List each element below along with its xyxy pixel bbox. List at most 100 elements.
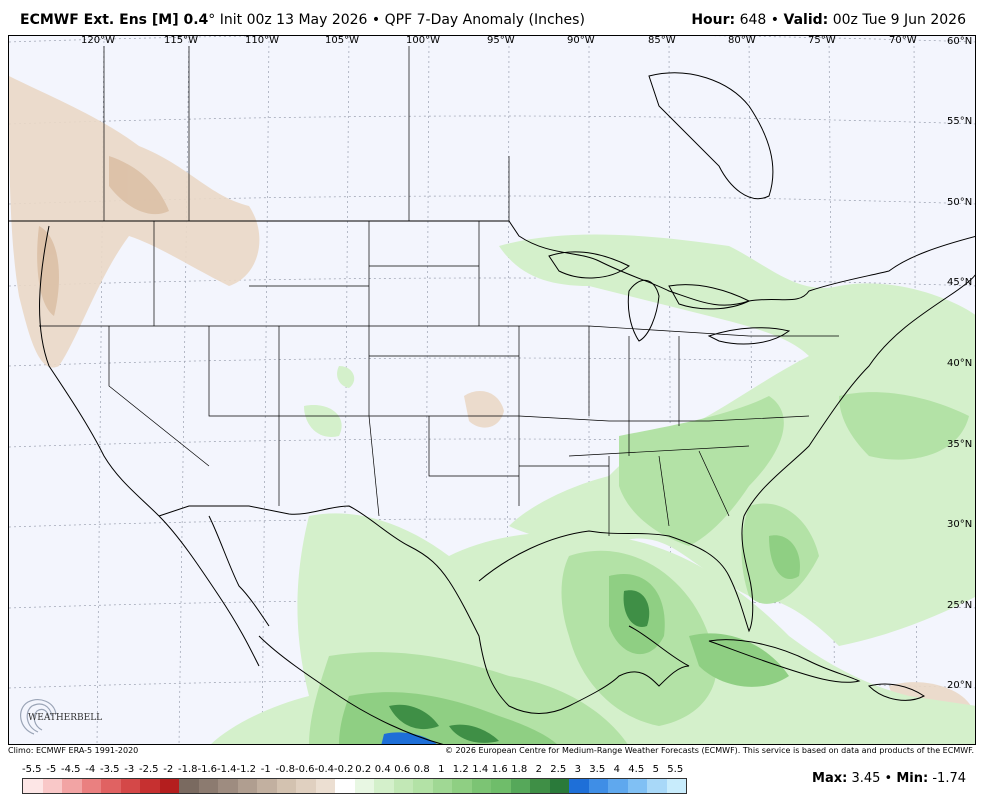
legend-label: 5 xyxy=(652,764,659,775)
legend-label: -1.2 xyxy=(236,764,257,775)
color-legend xyxy=(22,778,687,794)
legend-label: -0.8 xyxy=(275,764,296,775)
legend-label: -4 xyxy=(85,764,96,775)
legend-label: 1.2 xyxy=(452,764,469,775)
legend-swatch xyxy=(257,779,277,793)
lon-label: 70°W xyxy=(889,35,917,46)
min-label: Min: xyxy=(896,771,929,786)
legend-swatch xyxy=(452,779,472,793)
valid-label: Valid: xyxy=(783,12,829,28)
legend-swatch xyxy=(237,779,257,793)
lat-label: 50°N xyxy=(947,197,973,208)
legend-swatch xyxy=(432,779,452,793)
legend-swatch xyxy=(549,779,569,793)
lat-label: 45°N xyxy=(947,277,973,288)
legend-label: 5.5 xyxy=(667,764,684,775)
lon-label: 105°W xyxy=(325,35,359,46)
legend-swatch xyxy=(510,779,530,793)
map-panel: 120°W 115°W 110°W 105°W 100°W 95°W 90°W 85°W 80°… xyxy=(8,35,976,745)
legend-swatch xyxy=(413,779,433,793)
legend-swatch xyxy=(218,779,238,793)
valid-info: Hour: 648 • Valid: 00z Tue 9 Jun 2026 xyxy=(691,12,966,28)
legend-swatch xyxy=(374,779,394,793)
legend-swatch xyxy=(335,779,355,793)
legend-swatch xyxy=(101,779,121,793)
model-name: ECMWF Ext. Ens [M] 0.4 xyxy=(20,12,209,28)
dry-anomaly-cores xyxy=(37,156,169,316)
legend-label: -4.5 xyxy=(60,764,81,775)
legend-swatch xyxy=(120,779,140,793)
lon-label: 90°W xyxy=(567,35,595,46)
legend-label: -1.6 xyxy=(197,764,218,775)
legend-swatch xyxy=(608,779,628,793)
max-min-stats: Max: 3.45 • Min: -1.74 xyxy=(812,771,966,786)
legend-swatch xyxy=(569,779,589,793)
legend-swatch xyxy=(81,779,101,793)
legend-label: 1.8 xyxy=(511,764,528,775)
lon-label: 110°W xyxy=(245,35,279,46)
climo-note: Climo: ECMWF ERA-5 1991-2020 xyxy=(8,746,139,755)
logo-text: WEATHERBELL xyxy=(28,713,103,723)
lon-label: 95°W xyxy=(487,35,515,46)
state-borders xyxy=(39,46,839,536)
legend-label: -5.5 xyxy=(21,764,42,775)
legend-label: -2.5 xyxy=(138,764,159,775)
lat-label: 30°N xyxy=(947,519,973,530)
legend-swatch xyxy=(198,779,218,793)
legend-label: 1.6 xyxy=(491,764,508,775)
weatherbell-logo xyxy=(20,699,57,735)
lat-label: 55°N xyxy=(947,116,973,127)
legend-label: -3 xyxy=(124,764,135,775)
legend-labels: -5.5 -5 -4.5 -4 -3.5 -3 -2.5 -2 -1.8 -1.6 -1.4 -1.2… xyxy=(22,764,702,778)
legend-swatch xyxy=(179,779,199,793)
legend-label: -0.4 xyxy=(314,764,335,775)
legend-swatch xyxy=(354,779,374,793)
legend-label: 0.8 xyxy=(413,764,430,775)
legend-swatch xyxy=(588,779,608,793)
legend-label: 0.6 xyxy=(394,764,411,775)
legend-label: 3.5 xyxy=(589,764,606,775)
legend-label: -0.6 xyxy=(294,764,315,775)
lat-label: 25°N xyxy=(947,600,973,611)
map-title: ECMWF Ext. Ens [M] 0.4° Init 00z 13 May … xyxy=(20,12,585,28)
min-value: -1.74 xyxy=(932,771,966,786)
header: ECMWF Ext. Ens [M] 0.4° Init 00z 13 May … xyxy=(0,0,984,34)
legend-swatch xyxy=(315,779,335,793)
wet-anomaly-high xyxy=(339,535,800,744)
lon-label: 75°W xyxy=(808,35,836,46)
legend-label: -5 xyxy=(46,764,57,775)
legend-swatch xyxy=(296,779,316,793)
legend-swatch xyxy=(159,779,179,793)
legend-label: -2 xyxy=(163,764,174,775)
legend-label: 0.4 xyxy=(374,764,391,775)
legend-swatch xyxy=(471,779,491,793)
legend-swatch xyxy=(393,779,413,793)
product-name: QPF 7-Day Anomaly (Inches) xyxy=(384,12,585,28)
map-canvas xyxy=(9,36,975,744)
legend-swatch xyxy=(491,779,511,793)
legend-label: 0.2 xyxy=(355,764,372,775)
hour-value: 648 xyxy=(739,12,767,28)
max-value: 3.45 xyxy=(851,771,881,786)
wet-anomaly-peak xyxy=(389,590,650,743)
legend-swatch xyxy=(140,779,160,793)
legend-swatch xyxy=(42,779,62,793)
lat-label: 35°N xyxy=(947,439,973,450)
legend-swatch xyxy=(62,779,82,793)
legend-label: -1 xyxy=(260,764,271,775)
legend-label: -1.4 xyxy=(216,764,237,775)
boundaries xyxy=(9,72,975,744)
lat-label: 20°N xyxy=(947,680,973,691)
lon-label: 115°W xyxy=(164,35,198,46)
legend-label: 2 xyxy=(535,764,542,775)
legend-label: 1 xyxy=(438,764,445,775)
legend-label: 3 xyxy=(574,764,581,775)
legend-swatch xyxy=(530,779,550,793)
valid-value: 00z Tue 9 Jun 2026 xyxy=(832,12,966,28)
legend-swatch xyxy=(666,779,686,793)
wet-anomaly-extreme xyxy=(381,732,437,744)
lon-label: 85°W xyxy=(648,35,676,46)
legend-label: -0.2 xyxy=(333,764,354,775)
max-label: Max: xyxy=(812,771,848,786)
legend-swatch xyxy=(23,779,43,793)
